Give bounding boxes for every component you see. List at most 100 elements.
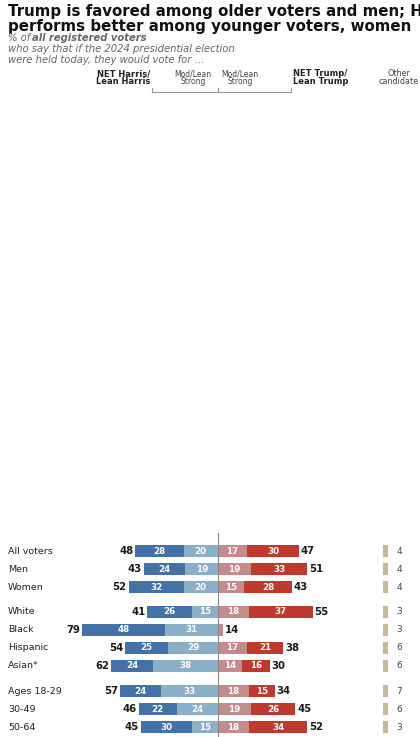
FancyBboxPatch shape — [147, 606, 192, 618]
Text: 30: 30 — [272, 661, 286, 671]
Text: 24: 24 — [126, 662, 138, 671]
Text: 4: 4 — [396, 582, 402, 592]
FancyBboxPatch shape — [383, 641, 388, 654]
Text: 15: 15 — [199, 607, 211, 616]
Text: 16: 16 — [250, 662, 262, 671]
Text: 15: 15 — [199, 722, 211, 732]
FancyBboxPatch shape — [218, 624, 223, 637]
Text: 33: 33 — [184, 686, 196, 696]
Text: 15: 15 — [225, 582, 237, 592]
FancyBboxPatch shape — [184, 545, 218, 557]
Text: 14: 14 — [224, 662, 236, 671]
Text: 48: 48 — [117, 626, 129, 635]
FancyBboxPatch shape — [383, 581, 388, 593]
FancyBboxPatch shape — [218, 606, 249, 618]
FancyBboxPatch shape — [218, 702, 251, 716]
Text: 20: 20 — [195, 582, 207, 592]
FancyBboxPatch shape — [383, 545, 388, 557]
Text: 30: 30 — [160, 722, 173, 732]
Text: candidate: candidate — [379, 77, 419, 86]
Text: 29: 29 — [187, 643, 199, 652]
Text: 26: 26 — [267, 705, 279, 713]
FancyBboxPatch shape — [249, 606, 312, 618]
FancyBboxPatch shape — [82, 624, 165, 637]
Text: 6: 6 — [396, 705, 402, 713]
FancyBboxPatch shape — [249, 685, 275, 697]
Text: Trump is favored among older voters and men; Harris: Trump is favored among older voters and … — [8, 4, 420, 19]
Text: 52: 52 — [113, 582, 126, 592]
Text: 41: 41 — [131, 607, 145, 617]
FancyBboxPatch shape — [135, 545, 184, 557]
Text: 54: 54 — [109, 643, 123, 653]
FancyBboxPatch shape — [144, 562, 185, 576]
FancyBboxPatch shape — [244, 581, 292, 593]
Text: 22: 22 — [152, 705, 164, 713]
Text: 37: 37 — [275, 607, 287, 616]
Text: who say that if the 2024 presidential election: who say that if the 2024 presidential el… — [8, 44, 235, 54]
FancyBboxPatch shape — [218, 562, 251, 576]
FancyBboxPatch shape — [218, 660, 242, 672]
FancyBboxPatch shape — [161, 685, 218, 697]
FancyBboxPatch shape — [165, 624, 218, 637]
Text: 26: 26 — [164, 607, 176, 616]
Text: Lean Trump: Lean Trump — [293, 77, 348, 86]
FancyBboxPatch shape — [383, 702, 388, 716]
Text: Lean Harris: Lean Harris — [96, 77, 150, 86]
Text: 50-64: 50-64 — [8, 722, 35, 732]
Text: 17: 17 — [226, 643, 239, 652]
Text: 20: 20 — [195, 547, 207, 556]
Text: 31: 31 — [185, 626, 197, 635]
Text: 34: 34 — [277, 686, 291, 696]
FancyBboxPatch shape — [152, 660, 218, 672]
Text: 3: 3 — [396, 607, 402, 616]
Text: Women: Women — [8, 582, 44, 592]
Text: 32: 32 — [150, 582, 162, 592]
FancyBboxPatch shape — [168, 641, 218, 654]
Text: performs better among younger voters, women: performs better among younger voters, wo… — [8, 19, 411, 34]
FancyBboxPatch shape — [218, 685, 249, 697]
Text: 15: 15 — [256, 686, 268, 696]
Text: 3: 3 — [396, 626, 402, 635]
FancyBboxPatch shape — [192, 721, 218, 733]
Text: All voters: All voters — [8, 547, 53, 556]
Text: Other: Other — [388, 69, 410, 78]
FancyBboxPatch shape — [141, 721, 192, 733]
Text: 24: 24 — [191, 705, 203, 713]
Text: White: White — [8, 607, 36, 616]
Text: 7: 7 — [396, 686, 402, 696]
Text: all registered voters: all registered voters — [32, 33, 147, 43]
Text: Ages 18-29: Ages 18-29 — [8, 686, 62, 696]
FancyBboxPatch shape — [249, 721, 307, 733]
FancyBboxPatch shape — [111, 660, 152, 672]
Text: 34: 34 — [272, 722, 284, 732]
Text: 17: 17 — [226, 547, 239, 556]
Text: 38: 38 — [179, 662, 192, 671]
FancyBboxPatch shape — [125, 641, 168, 654]
Text: Mod/Lean: Mod/Lean — [174, 69, 212, 78]
Text: 3: 3 — [396, 722, 402, 732]
Text: 4: 4 — [396, 547, 402, 556]
Text: 79: 79 — [66, 625, 80, 635]
Text: 28: 28 — [262, 582, 274, 592]
Text: 24: 24 — [159, 565, 171, 573]
FancyBboxPatch shape — [251, 702, 295, 716]
Text: 55: 55 — [315, 607, 329, 617]
Text: 48: 48 — [119, 546, 134, 556]
Text: 19: 19 — [228, 705, 241, 713]
Text: Asian*: Asian* — [8, 662, 39, 671]
Text: 47: 47 — [301, 546, 315, 556]
Text: 45: 45 — [297, 704, 312, 714]
Text: 43: 43 — [294, 582, 308, 592]
Text: 57: 57 — [104, 686, 118, 696]
FancyBboxPatch shape — [383, 685, 388, 697]
Text: 38: 38 — [285, 643, 299, 653]
FancyBboxPatch shape — [247, 545, 299, 557]
Text: 4: 4 — [396, 565, 402, 573]
Text: 33: 33 — [273, 565, 285, 573]
FancyBboxPatch shape — [218, 545, 247, 557]
FancyBboxPatch shape — [218, 581, 244, 593]
Text: 18: 18 — [227, 607, 239, 616]
FancyBboxPatch shape — [383, 660, 388, 672]
Text: 19: 19 — [228, 565, 241, 573]
Text: 52: 52 — [310, 722, 323, 732]
